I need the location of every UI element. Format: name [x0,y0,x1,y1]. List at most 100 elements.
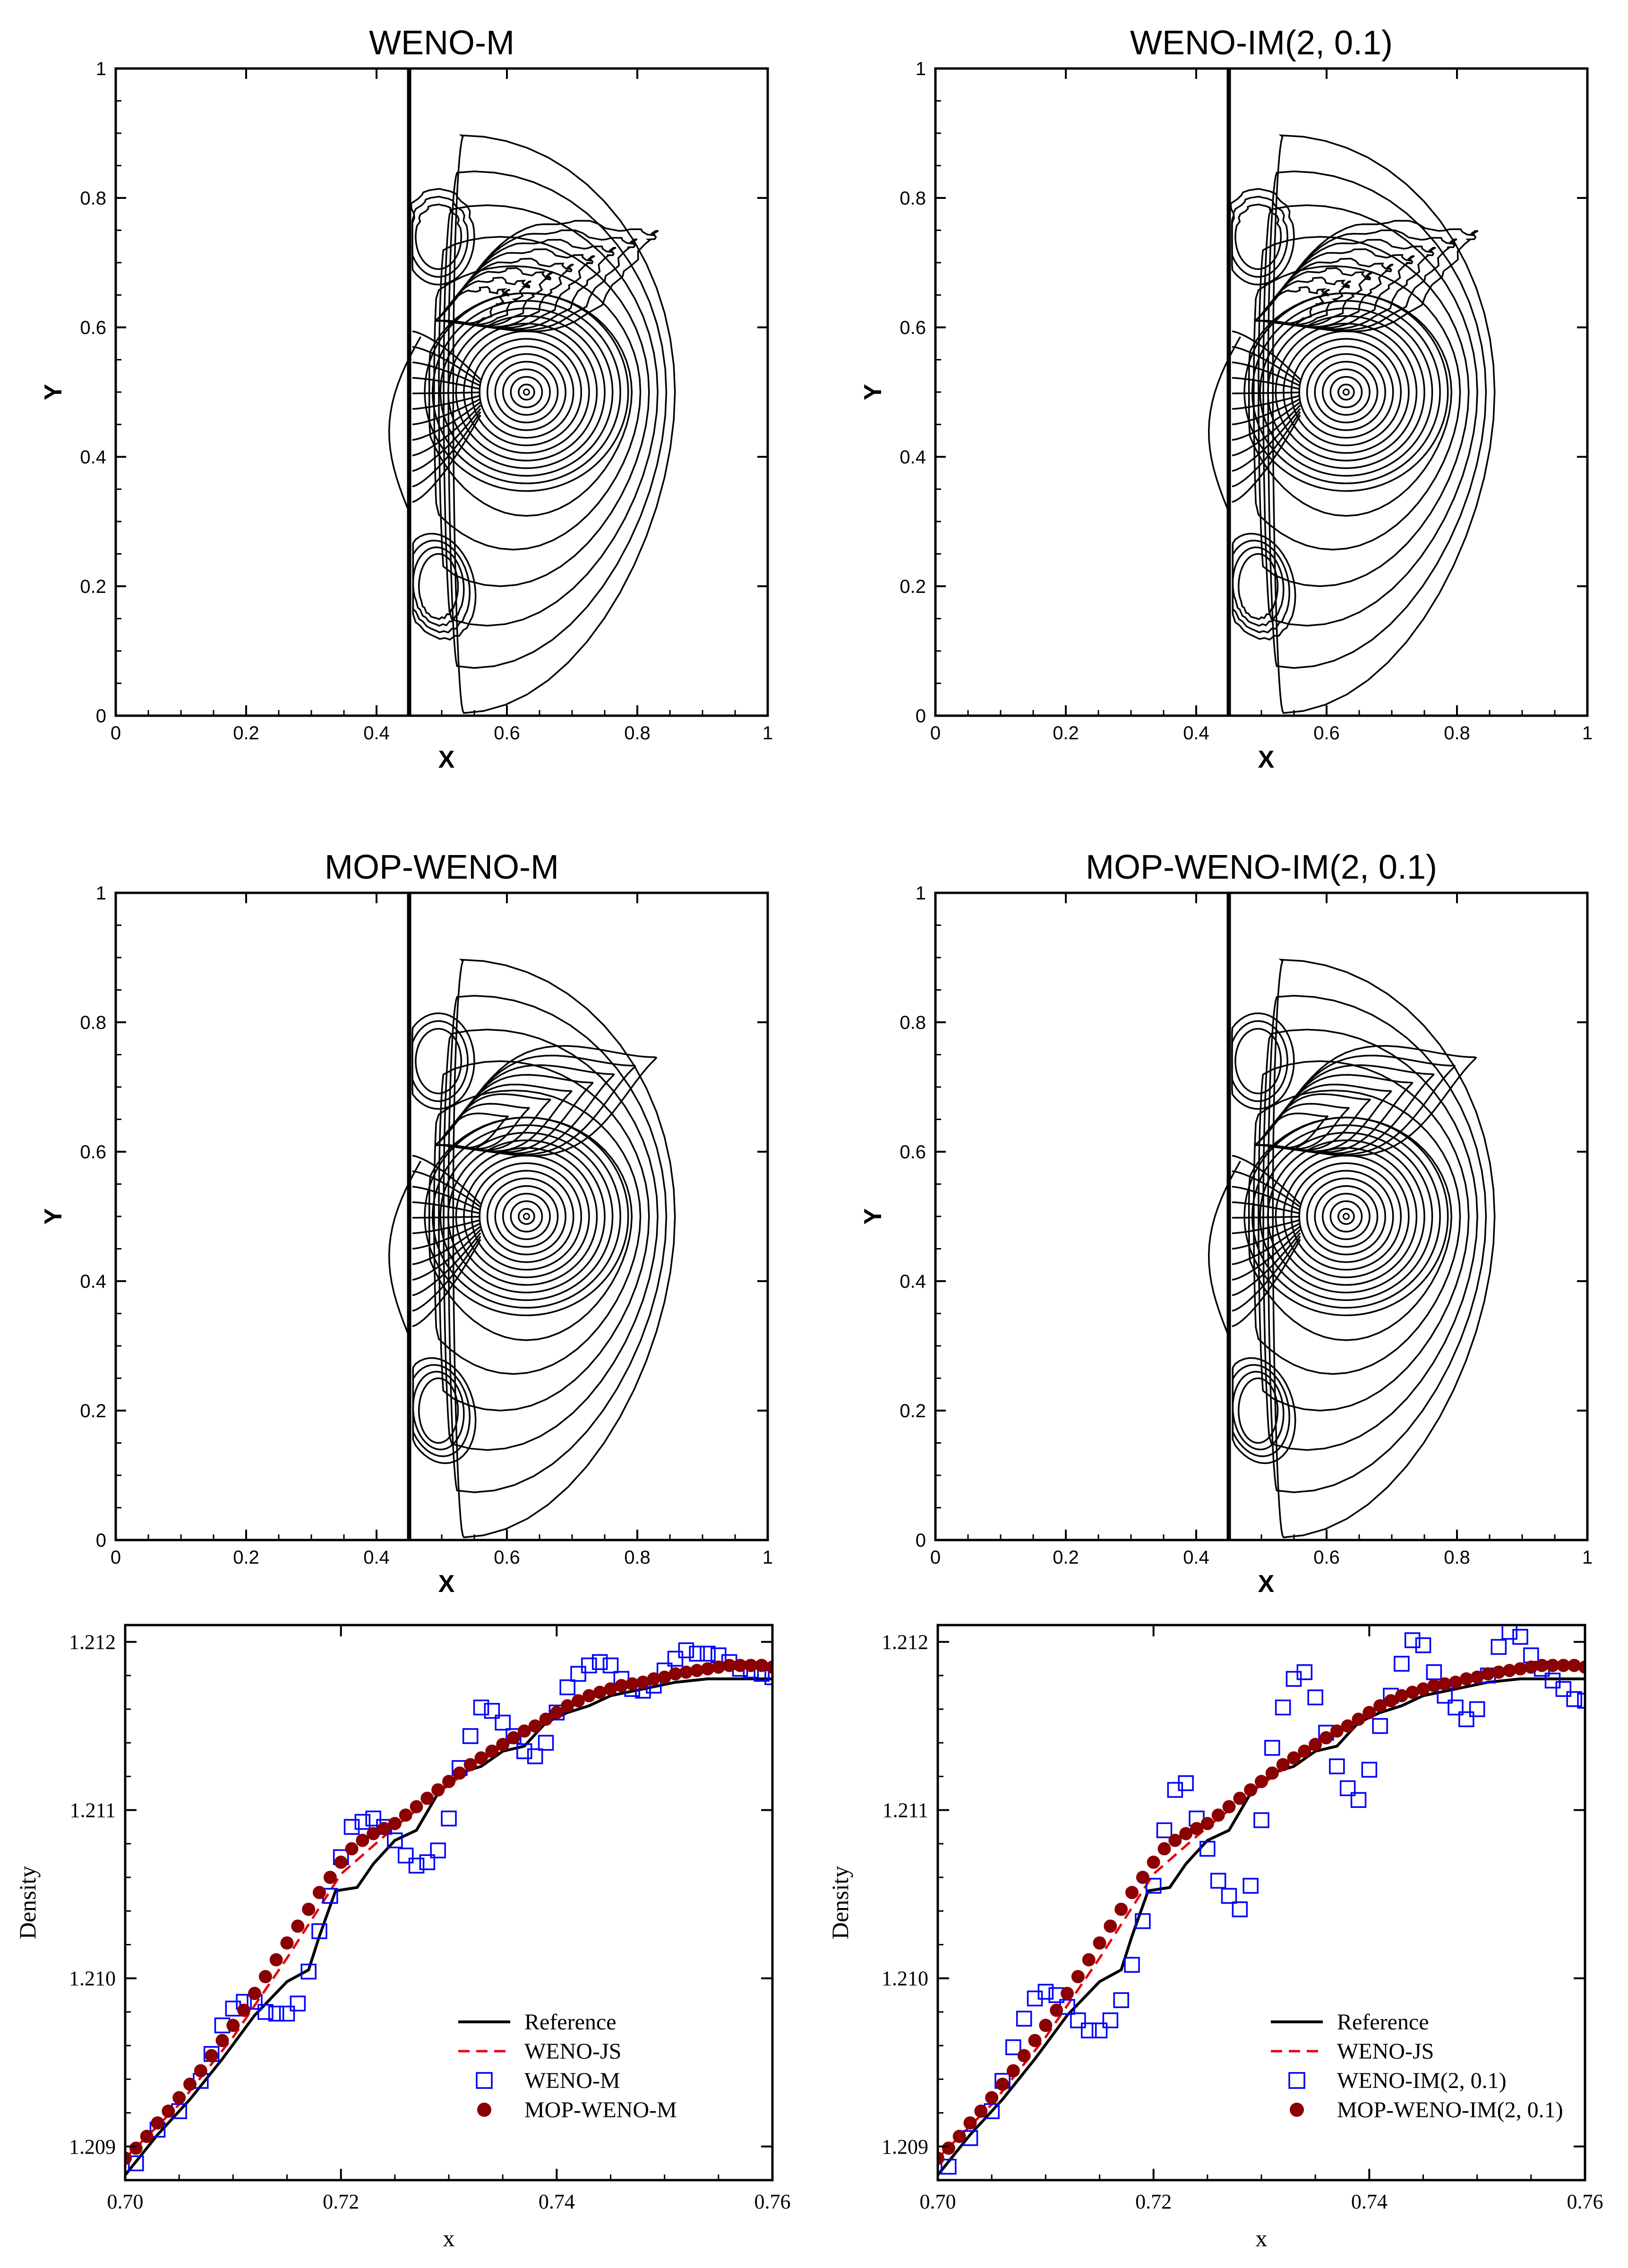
point-mop-weno-im-2-0-1 [1309,1737,1322,1751]
point-weno-m [268,2005,284,2022]
point-mop-weno-im-2-0-1 [1157,1842,1171,1856]
top-lobe-contour [411,196,469,278]
contour-panel-3: MOP-WENO-M 0 0.2 0.4 0.6 0.8 1 0 0.2 0.4 0.6 0.8 1 X Y [40,848,773,1598]
y-tick-label: 1 [96,883,106,904]
density-panel-2: 0.70 0.72 0.74 0.76 1.209 1.210 1.211 1.212 x Den… [827,1624,1603,2251]
fan-contour [1232,398,1301,426]
point-weno-im-2-0-1 [1415,1637,1431,1653]
vortex-outer-contour [443,1028,659,1451]
point-weno-im-2-0-1 [1242,1878,1259,1894]
point-mop-weno-im-2-0-1 [1179,1827,1193,1840]
point-weno-im-2-0-1 [1016,2011,1032,2027]
fan-contour [412,1215,481,1219]
x-tick-label: 0.6 [1313,1547,1340,1568]
vortex-ring [1337,1208,1355,1225]
fan-contour [1232,346,1301,384]
top-lobe-contour [1234,1027,1282,1095]
point-weno-m [290,1995,306,2011]
top-lobe-contour [411,1020,469,1102]
fan-contour [412,330,481,380]
vortex-ring [1329,1200,1363,1232]
vortex-ring [439,308,614,477]
x-axis-label: X [438,1570,455,1598]
point-weno-im-2-0-1 [1339,1780,1356,1797]
vortex-ring [1321,1192,1371,1241]
point-weno-m [365,1810,381,1827]
x-tick-label: 0.4 [1183,723,1209,744]
vortex-ring [1298,1170,1394,1263]
fan-contour [412,414,481,503]
shock-front [388,1161,421,1340]
vortex-outer-contour [428,1116,633,1341]
panel-title: MOP-WENO-M [325,848,559,886]
point-mop-weno-m [668,1667,682,1681]
vortex-ring [1337,384,1355,401]
upper-lobe-contour [1254,1054,1456,1156]
y-tick-label: 0.8 [900,1012,926,1033]
point-mop-weno-im-2-0-1 [1341,1719,1354,1733]
x-tick-label: 0.70 [920,2190,956,2213]
vortex-ring [479,345,574,439]
point-mop-weno-m [647,1672,660,1686]
y-axis-label: Y [859,384,887,401]
point-mop-weno-m [280,1936,294,1950]
shock-front [1208,336,1241,515]
point-mop-weno-im-2-0-1 [1395,1689,1408,1703]
fan-contour [412,1222,481,1250]
point-weno-m [667,1651,684,1667]
point-weno-m [689,1645,705,1662]
point-weno-im-2-0-1 [1469,1701,1485,1717]
legend: Reference WENO-JS WENO-IM(2, 0.1) MOP-WENO-… [1271,2010,1563,2123]
y-tick-label: 0.4 [80,1271,106,1292]
fan-contour [1232,411,1301,488]
point-weno-m [548,1704,565,1720]
point-weno-im-2-0-1 [1200,1840,1216,1857]
point-mop-weno-m [604,1682,617,1696]
x-tick-label: 0 [930,723,941,744]
vortex-outer-contour [433,265,642,551]
upper-lobe-contour [434,229,638,332]
fan-contour [412,1229,481,1281]
fan-contour [412,1232,481,1296]
point-mop-weno-im-2-0-1 [1373,1699,1387,1712]
y-axis-label: Y [40,1208,67,1225]
fan-contour [1232,408,1301,472]
point-mop-weno-m [561,1699,574,1712]
point-mop-weno-im-2-0-1 [1233,1791,1247,1805]
fan-contour [412,346,481,384]
point-weno-m [387,1832,403,1849]
point-mop-weno-m [313,1886,326,1900]
point-mop-weno-m [399,1808,412,1822]
vortex-ring [502,1192,551,1241]
y-tick-label: 0 [916,1530,926,1551]
top-lobe-contour [411,1012,475,1110]
x-tick-label: 0.70 [107,2190,144,2213]
point-weno-im-2-0-1 [1102,2012,1119,2028]
point-weno-im-2-0-1 [1491,1639,1507,1655]
top-lobe-contour [1234,203,1282,270]
point-mop-weno-m [125,2151,132,2165]
x-tick-label: 0.6 [494,723,520,744]
point-mop-weno-im-2-0-1 [1114,1902,1128,1916]
point-weno-im-2-0-1 [1361,1762,1378,1778]
point-weno-im-2-0-1 [1253,1812,1269,1828]
point-weno-m [581,1657,597,1674]
x-tick-label: 0.8 [1444,1547,1470,1568]
fan-contour [412,377,481,390]
contour-panel-4: MOP-WENO-IM(2, 0.1) 0 0.2 0.4 0.6 0.8 1 0 0.2 0.4… [859,848,1593,1598]
point-weno-im-2-0-1 [1426,1664,1442,1680]
point-weno-im-2-0-1 [1577,1693,1585,1709]
vortex-outer-contour [428,292,633,517]
legend-label-weno-m: WENO-M [524,2068,620,2093]
lower-lobe-contour [1232,1357,1296,1464]
point-mop-weno-im-2-0-1 [1470,1670,1484,1684]
point-weno-im-2-0-1 [1178,1775,1194,1791]
vortex-outer-contour [1253,1089,1461,1375]
point-mop-weno-m [485,1745,499,1758]
contour-panel-2: WENO-IM(2, 0.1) 0 0.2 0.4 0.6 0.8 1 0 0.2 0.4 0.6 0… [859,24,1593,773]
point-weno-m [570,1666,586,1682]
top-lobe-contour [1230,188,1295,286]
vortex-outer-contour [438,236,650,587]
legend-swatch-mop-weno-m [477,2103,491,2117]
y-tick-label: 1 [96,59,106,79]
